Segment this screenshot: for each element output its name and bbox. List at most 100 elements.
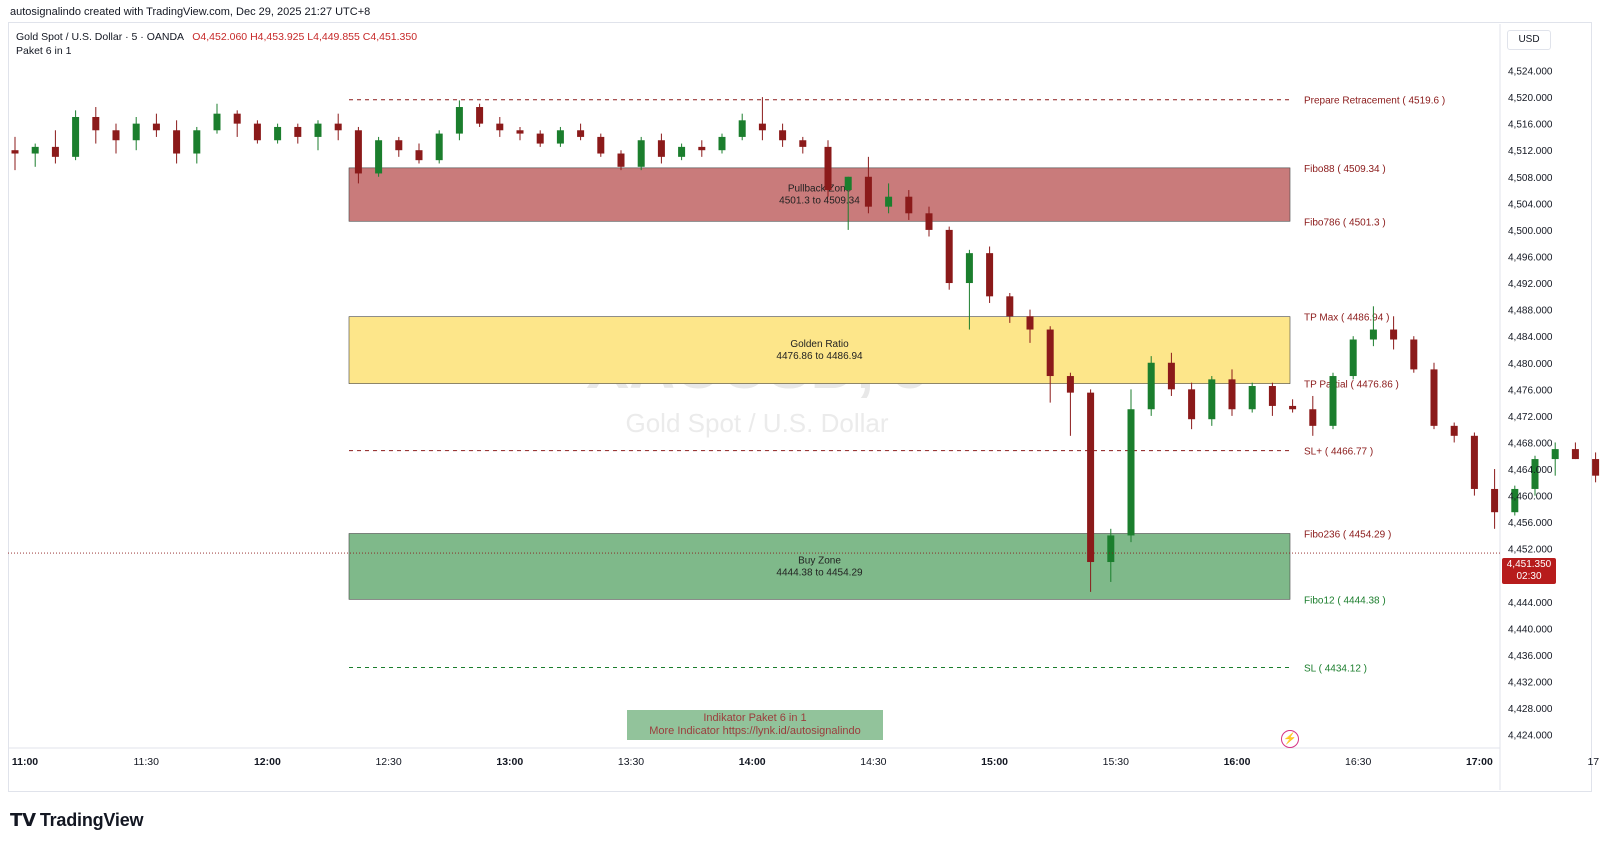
y-tick-label: 4,436.000 <box>1508 651 1553 662</box>
candle-body <box>1167 362 1175 390</box>
y-tick-label: 4,524.000 <box>1508 66 1553 77</box>
candle-body <box>1410 339 1418 370</box>
zone-pullback <box>348 167 1291 222</box>
candle-body <box>1390 329 1398 340</box>
candle-body <box>11 150 19 154</box>
candle-body <box>274 126 282 141</box>
candle-body <box>1470 435 1478 489</box>
created-by-line: autosignalindo created with TradingView.… <box>10 6 371 18</box>
symbol-legend: Gold Spot / U.S. Dollar · 5 · OANDA O4,4… <box>16 30 417 45</box>
y-tick-label: 4,468.000 <box>1508 438 1553 449</box>
open-value: O4,452.060 <box>192 31 248 43</box>
candle-body <box>51 146 59 157</box>
candle-body <box>925 213 933 230</box>
candle-body <box>435 133 443 161</box>
candle-body <box>193 130 201 154</box>
candle-body <box>905 196 913 214</box>
candle-body <box>1571 449 1579 460</box>
candle-body <box>864 176 872 207</box>
candle-body <box>92 116 100 131</box>
candle-body <box>1006 296 1014 317</box>
candle-body <box>799 140 807 147</box>
candle-body <box>556 130 564 144</box>
candle-body <box>597 136 605 154</box>
candle-body <box>1511 488 1519 513</box>
candle-body <box>885 196 893 207</box>
currency-selector[interactable]: USD <box>1507 30 1551 50</box>
zone-title-golden: Golden Ratio <box>790 339 849 350</box>
candle-body <box>758 123 766 131</box>
y-tick-label: 4,520.000 <box>1508 93 1553 104</box>
y-tick-label: 4,456.000 <box>1508 518 1553 529</box>
last-price-value: 4,451.350 <box>1506 559 1552 570</box>
y-tick-label: 4,424.000 <box>1508 731 1553 742</box>
y-tick-label: 4,480.000 <box>1508 359 1553 370</box>
zone-buy <box>348 533 1291 600</box>
y-tick-label: 4,484.000 <box>1508 332 1553 343</box>
level-label-7: Fibo12 ( 4444.38 ) <box>1304 595 1386 606</box>
watermark-description: Gold Spot / U.S. Dollar <box>626 408 889 438</box>
close-value: C4,451.350 <box>362 31 418 43</box>
y-tick-label: 4,452.000 <box>1508 545 1553 556</box>
y-tick-label: 4,444.000 <box>1508 598 1553 609</box>
candle-body <box>1147 362 1155 410</box>
candle-body <box>536 133 544 144</box>
candle-body <box>72 116 80 157</box>
y-tick-label: 4,516.000 <box>1508 120 1553 131</box>
candle-body <box>824 146 832 191</box>
candle-body <box>1087 392 1095 563</box>
candle-body <box>1369 329 1377 340</box>
candle-body <box>577 130 585 137</box>
x-tick-label: 13:00 <box>496 756 523 768</box>
candle-body <box>1228 379 1236 410</box>
level-label-6: Fibo236 ( 4454.29 ) <box>1304 530 1391 541</box>
candle-body <box>112 130 120 141</box>
candle-body <box>294 126 302 137</box>
x-tick-label: 16:00 <box>1224 756 1251 768</box>
level-label-2: Fibo786 ( 4501.3 ) <box>1304 217 1386 228</box>
candle-body <box>1066 376 1074 393</box>
low-value: L4,449.855 <box>307 31 360 43</box>
symbol-name[interactable]: Gold Spot / U.S. Dollar · 5 · OANDA <box>16 31 184 43</box>
candle-body <box>1349 339 1357 377</box>
level-label-1: Fibo88 ( 4509.34 ) <box>1304 164 1386 175</box>
candle-body <box>1248 386 1256 410</box>
bar-countdown: 02:30 <box>1516 571 1542 582</box>
candle-body <box>945 229 953 284</box>
x-tick-label: 17:00 <box>1466 756 1493 768</box>
zone-golden <box>348 316 1291 384</box>
candle-body <box>1592 459 1600 476</box>
candle-body <box>1430 369 1438 426</box>
y-tick-label: 4,504.000 <box>1508 199 1553 210</box>
x-tick-label: 17:30 <box>1587 756 1600 768</box>
y-tick-label: 4,464.000 <box>1508 465 1553 476</box>
brand-name: TradingView <box>39 810 144 830</box>
y-tick-label: 4,428.000 <box>1508 704 1553 715</box>
candle-body <box>496 123 504 131</box>
lightning-icon[interactable]: ⚡ <box>1281 730 1299 748</box>
candle-body <box>354 130 362 174</box>
y-tick-label: 4,460.000 <box>1508 492 1553 503</box>
candle-body <box>1551 449 1559 460</box>
level-label-0: Prepare Retracement ( 4519.6 ) <box>1304 96 1445 107</box>
level-label-4: TP Partial ( 4476.86 ) <box>1304 380 1399 391</box>
y-tick-label: 4,492.000 <box>1508 279 1553 290</box>
tradingview-logo[interactable]: 𝗧𝗩 TradingView <box>10 810 144 831</box>
x-tick-label: 15:30 <box>1103 756 1129 768</box>
candle-body <box>152 123 160 131</box>
y-tick-label: 4,500.000 <box>1508 226 1553 237</box>
candle-body <box>657 140 665 157</box>
candle-body <box>516 130 524 134</box>
candle-body <box>1107 535 1115 563</box>
candle-body <box>253 123 261 141</box>
zone-title-pullback: Pullback Zone <box>788 184 852 195</box>
x-tick-label: 15:00 <box>981 756 1008 768</box>
x-tick-label: 14:00 <box>739 756 766 768</box>
zone-title-buy: Buy Zone <box>798 555 841 566</box>
zone-range-buy: 4444.38 to 4454.29 <box>776 567 863 578</box>
indicator-info-box: Indikator Paket 6 in 1 More Indicator ht… <box>627 710 883 740</box>
indicator-label[interactable]: Paket 6 in 1 <box>16 45 72 57</box>
candle-body <box>31 146 39 154</box>
candle-body <box>678 146 686 157</box>
